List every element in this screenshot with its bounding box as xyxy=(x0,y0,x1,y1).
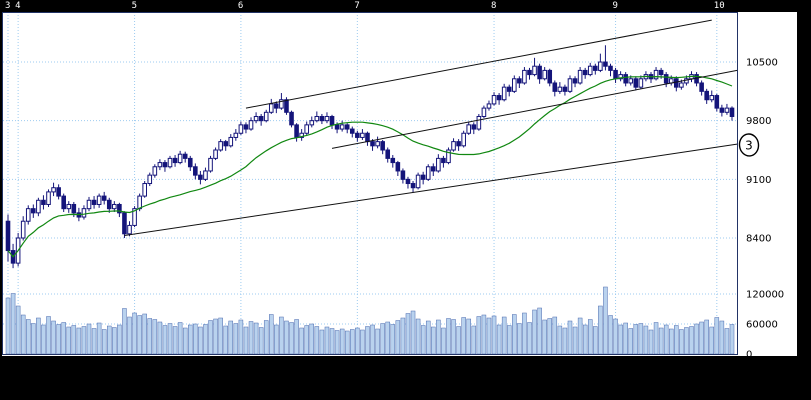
price-axis-labels: 10500 9800 9100 8400 120000 60000 0 xyxy=(746,58,784,361)
svg-text:10500: 10500 xyxy=(746,58,778,69)
grid-layer xyxy=(3,12,738,354)
top-axis-bar: 3 4 5 6 7 8 9 10 xyxy=(0,0,811,12)
month-label: 6 xyxy=(237,1,244,11)
month-label: 10 xyxy=(713,1,725,11)
trendlines xyxy=(124,19,738,236)
plot-frame xyxy=(2,12,738,355)
svg-text:9100: 9100 xyxy=(746,175,771,186)
volume-bars xyxy=(3,286,738,355)
month-label: 9 xyxy=(612,1,618,11)
moving-average-line xyxy=(7,75,733,258)
month-label: 8 xyxy=(491,1,497,11)
svg-text:9800: 9800 xyxy=(746,116,771,127)
svg-text:0: 0 xyxy=(746,350,752,357)
chart-panel: 10500 9800 9100 8400 120000 60000 0 3 xyxy=(2,12,797,361)
candles-layer xyxy=(5,45,735,269)
price-volume-chart[interactable]: 10500 9800 9100 8400 120000 60000 0 3 xyxy=(2,12,797,361)
svg-text:8400: 8400 xyxy=(746,233,771,244)
month-label: 5 xyxy=(131,1,137,11)
month-label: 7 xyxy=(354,1,360,11)
month-label: 3 xyxy=(5,1,11,11)
svg-text:120000: 120000 xyxy=(746,290,784,301)
right-frame xyxy=(797,0,811,400)
circled-annotation: 3 xyxy=(738,133,760,157)
month-label: 4 xyxy=(15,1,21,11)
bottom-frame xyxy=(0,356,811,400)
svg-text:3: 3 xyxy=(745,138,753,152)
svg-text:60000: 60000 xyxy=(746,320,778,331)
